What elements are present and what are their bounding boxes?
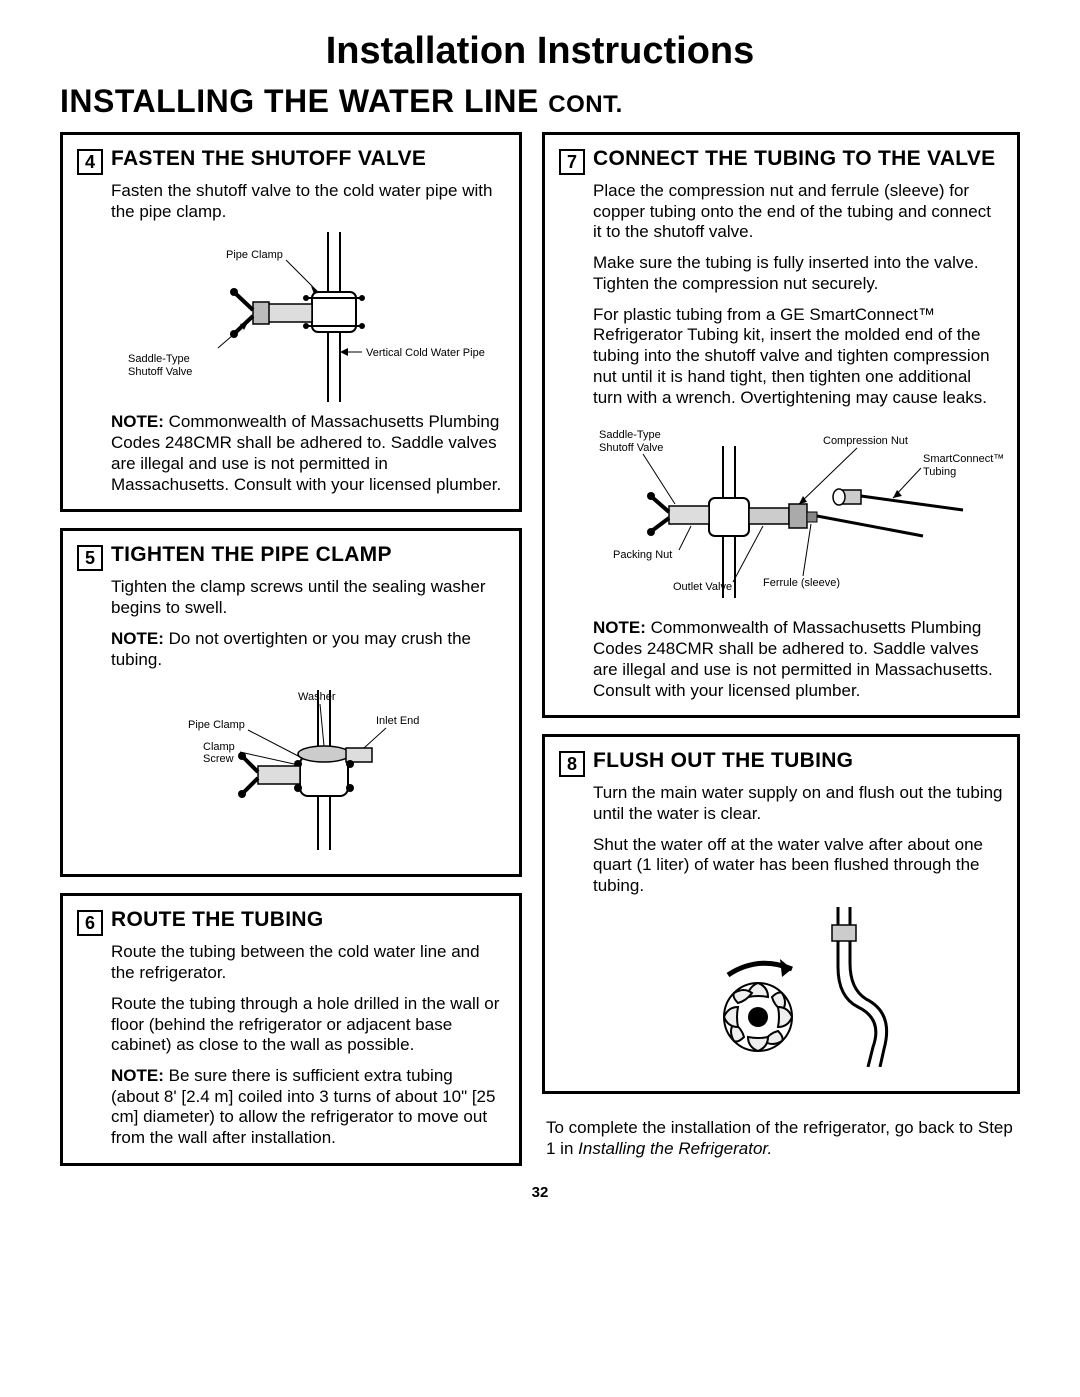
step-8-title: FLUSH OUT THE TUBING [593,749,853,773]
step-5-diagram: Washer Inlet End Pipe Clamp Clamp Screw [111,680,505,850]
section-title-cont: CONT. [548,91,623,118]
tubing-valve-diagram-icon: Saddle-Type Shutoff Valve Compression Nu… [593,418,1003,608]
step-8-p1: Turn the main water supply on and flush … [593,783,1003,824]
footer-note-ital: Installing the Refrigerator. [578,1139,772,1158]
step-7-box: 7 CONNECT THE TUBING TO THE VALVE Place … [542,132,1020,718]
step-8-diagram [593,907,1003,1067]
lbl-pipe-clamp: Pipe Clamp [226,249,283,261]
page-title: Installation Instructions [60,30,1020,73]
step-6-number: 6 [77,910,103,936]
step-5-p1: Tighten the clamp screws until the seali… [111,577,505,618]
lbl-saddle-7b: Shutoff Valve [599,442,663,454]
step-7-title: CONNECT THE TUBING TO THE VALVE [593,147,995,171]
step-7-p3: For plastic tubing from a GE SmartConnec… [593,305,1003,409]
step-6-body: Route the tubing between the cold water … [77,942,505,1149]
step-4-p1: Fasten the shutoff valve to the cold wat… [111,181,505,222]
lbl-outlet: Outlet Valve [673,581,732,593]
step-4-note: NOTE: Commonwealth of Massachusetts Plum… [111,412,505,495]
step-6-title: ROUTE THE TUBING [111,908,323,932]
step-7-head: 7 CONNECT THE TUBING TO THE VALVE [559,147,1003,175]
step-8-head: 8 FLUSH OUT THE TUBING [559,749,1003,777]
step-4-number: 4 [77,149,103,175]
step-5-body: Tighten the clamp screws until the seali… [77,577,505,850]
step-5-head: 5 TIGHTEN THE PIPE CLAMP [77,543,505,571]
step-7-diagram: Saddle-Type Shutoff Valve Compression Nu… [593,418,1003,608]
lbl-packing: Packing Nut [613,549,672,561]
step-5-note: NOTE: Do not overtighten or you may crus… [111,629,505,670]
valve-clamp-diagram-icon: Pipe Clamp Saddle-Type Shutoff Valve Ver… [118,232,498,402]
left-column: 4 FASTEN THE SHUTOFF VALVE Fasten the sh… [60,132,522,1166]
step-7-note: NOTE: Commonwealth of Massachusetts Plum… [593,618,1003,701]
step-6-box: 6 ROUTE THE TUBING Route the tubing betw… [60,893,522,1166]
step-7-body: Place the compression nut and ferrule (s… [559,181,1003,701]
page-number: 32 [60,1184,1020,1201]
step-8-box: 8 FLUSH OUT THE TUBING Turn the main wat… [542,734,1020,1094]
step-8-number: 8 [559,751,585,777]
step-6-p1: Route the tubing between the cold water … [111,942,505,983]
step-8-p2: Shut the water off at the water valve af… [593,835,1003,897]
lbl-smart-2: Tubing [923,466,956,478]
lbl-clamp-screw-1: Clamp [203,741,235,753]
step-5-number: 5 [77,545,103,571]
section-title-main: INSTALLING THE WATER LINE [60,83,539,119]
step-4-body: Fasten the shutoff valve to the cold wat… [77,181,505,495]
step-4-head: 4 FASTEN THE SHUTOFF VALVE [77,147,505,175]
lbl-smart-1: SmartConnect™ [923,453,1003,465]
step-5-box: 5 TIGHTEN THE PIPE CLAMP Tighten the cla… [60,528,522,877]
step-7-p1: Place the compression nut and ferrule (s… [593,181,1003,243]
step-6-head: 6 ROUTE THE TUBING [77,908,505,936]
step-5-title: TIGHTEN THE PIPE CLAMP [111,543,392,567]
lbl-inlet: Inlet End [376,715,419,727]
pipe-clamp-diagram-icon: Washer Inlet End Pipe Clamp Clamp Screw [148,680,468,850]
flush-tubing-diagram-icon [688,907,908,1067]
columns: 4 FASTEN THE SHUTOFF VALVE Fasten the sh… [60,132,1020,1166]
section-title: INSTALLING THE WATER LINE CONT. [60,83,1020,120]
lbl-saddle-2: Shutoff Valve [128,366,192,378]
lbl-clamp-screw-2: Screw [203,753,234,765]
step-4-title: FASTEN THE SHUTOFF VALVE [111,147,426,171]
footer-note: To complete the installation of the refr… [542,1110,1020,1159]
lbl-saddle-7a: Saddle-Type [599,429,661,441]
lbl-pipe-clamp-5: Pipe Clamp [188,719,245,731]
step-8-body: Turn the main water supply on and flush … [559,783,1003,1067]
step-6-p2: Route the tubing through a hole drilled … [111,994,505,1056]
step-7-number: 7 [559,149,585,175]
step-7-p2: Make sure the tubing is fully inserted i… [593,253,1003,294]
step-6-note: NOTE: Be sure there is sufficient extra … [111,1066,505,1149]
right-column: 7 CONNECT THE TUBING TO THE VALVE Place … [542,132,1020,1166]
lbl-saddle-1: Saddle-Type [128,353,190,365]
lbl-washer: Washer [298,691,336,703]
lbl-comp-nut: Compression Nut [823,435,908,447]
lbl-ferrule: Ferrule (sleeve) [763,577,840,589]
lbl-vcwp: Vertical Cold Water Pipe [366,347,485,359]
step-4-diagram: Pipe Clamp Saddle-Type Shutoff Valve Ver… [111,232,505,402]
step-4-box: 4 FASTEN THE SHUTOFF VALVE Fasten the sh… [60,132,522,512]
